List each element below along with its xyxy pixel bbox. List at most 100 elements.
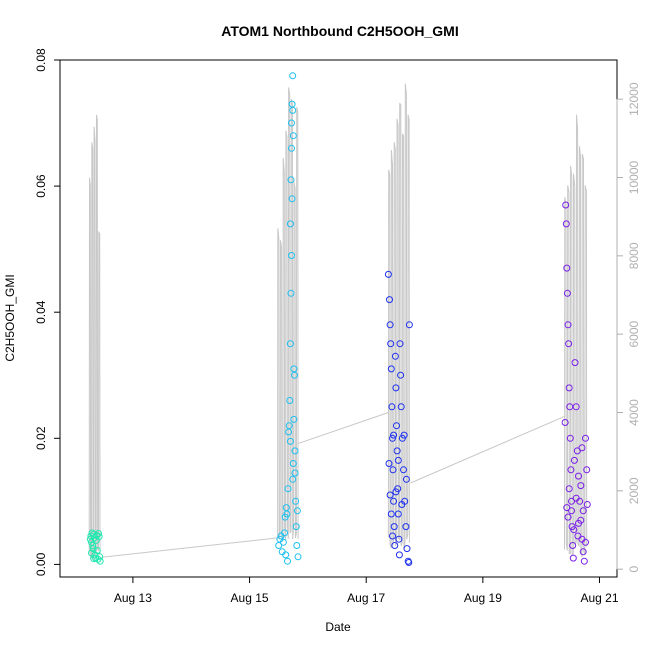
x-tick-label: Aug 17 [347,591,385,605]
data-point-flight-2 [288,144,295,152]
data-point-flight-3 [393,447,401,455]
altitude-trace-flight-3 [387,83,410,549]
data-point-flight-4 [583,466,591,474]
data-point-flight-2 [286,340,294,348]
data-point-flight-4 [572,494,580,502]
data-point-flight-2 [287,289,295,297]
chart-title: ATOM1 Northbound C2H5OOH_GMI [221,23,458,39]
data-point-flight-3 [388,403,396,411]
data-point-flight-3 [398,501,406,508]
data-point-flight-2 [292,523,300,531]
x-tick-label: Aug 19 [464,591,502,605]
y2-tick-label: 10000 [627,160,641,194]
data-point-flight-3 [402,523,410,531]
y2-tick-label: 12000 [627,82,641,116]
data-point-flight-4 [568,497,575,505]
data-point-flight-3 [396,340,404,348]
y2-tick-label: 4000 [627,399,641,426]
data-point-flight-2 [289,72,297,80]
data-point-flight-2 [281,513,289,521]
data-point-flight-4 [562,201,570,209]
data-point-flight-4 [577,482,585,490]
y-tick-label: 0.02 [34,426,48,450]
data-point-flight-2 [293,507,301,515]
data-point-flight-3 [405,321,413,329]
data-point-flight-4 [580,557,588,565]
plot-layer [86,72,591,566]
data-point-flight-3 [392,384,400,392]
data-point-flight-3 [395,535,403,543]
data-point-flight-2 [292,497,300,505]
data-point-flight-3 [386,491,394,499]
data-point-flight-4 [569,554,577,562]
x-tick-label: Aug 13 [114,591,152,605]
data-point-flight-2 [286,220,294,228]
data-point-flight-2 [289,132,297,140]
data-point-flight-3 [385,460,393,467]
data-point-flight-4 [570,526,578,534]
y-tick-label: 0.06 [34,174,48,198]
data-point-flight-3 [395,551,403,559]
data-point-flight-2 [294,553,302,561]
axes-layer: Aug 13 Aug 15 Aug 17 Aug 19 Aug 21 0.00 0.02 0.… [34,48,641,605]
data-point-flight-2 [288,195,296,203]
data-point-flight-2 [275,542,283,549]
data-point-flight-3 [390,523,398,531]
data-point-flight-2 [288,252,295,259]
data-point-flight-3 [400,466,407,474]
data-point-flight-2 [293,542,301,549]
data-point-flight-4 [571,359,579,367]
x-axis-label: Date [325,620,351,634]
data-point-flight-4 [569,542,577,549]
data-point-flight-2 [281,529,288,537]
data-point-flight-1 [95,530,102,537]
data-point-flight-3 [394,456,402,464]
data-point-flight-4 [583,501,591,508]
x-tick-label: Aug 15 [231,591,269,605]
data-point-flight-4 [570,456,578,464]
data-point-flight-4 [573,447,581,455]
data-point-flight-4 [565,485,573,493]
data-point-flight-4 [562,220,570,228]
y-axis-label: C2H5OOH_GMI [3,274,17,361]
altitude-transit-line [410,415,565,484]
data-point-flight-4 [563,289,571,297]
data-point-flight-3 [390,497,398,505]
data-point-flight-3 [394,510,402,518]
data-point-flight-4 [578,444,586,452]
data-point-flight-2 [291,371,298,379]
data-point-flight-2 [286,397,294,404]
data-point-flight-4 [575,519,582,527]
data-point-flight-3 [387,365,395,373]
data-point-flight-4 [567,466,575,474]
data-point-flight-4 [574,532,582,540]
data-point-flight-3 [400,431,408,439]
altitude-transit-line [297,412,389,445]
data-point-flight-1 [93,547,101,554]
data-point-flight-4 [565,384,573,392]
data-point-flight-3 [389,434,396,442]
data-point-flight-3 [397,403,405,411]
data-point-flight-2 [285,428,293,436]
data-point-flight-3 [405,559,413,566]
data-point-flight-3 [384,270,392,278]
data-point-flight-3 [397,371,405,379]
data-point-flight-1 [89,545,97,553]
data-point-flight-1 [88,549,95,557]
data-point-flight-3 [393,422,400,430]
data-point-flight-2 [289,475,297,483]
data-point-flight-3 [403,545,411,553]
data-point-flight-2 [288,119,295,127]
data-point-flight-3 [389,466,397,474]
data-point-flight-2 [289,460,297,467]
y2-tick-label: 2000 [627,477,641,504]
data-point-flight-4 [582,538,589,546]
data-point-flight-1 [90,555,98,563]
data-point-flight-4 [579,548,587,556]
altitude-trace-flight-4 [564,114,588,558]
data-point-flight-4 [565,340,573,348]
data-point-flight-4 [561,419,569,426]
data-point-flight-3 [391,542,399,549]
